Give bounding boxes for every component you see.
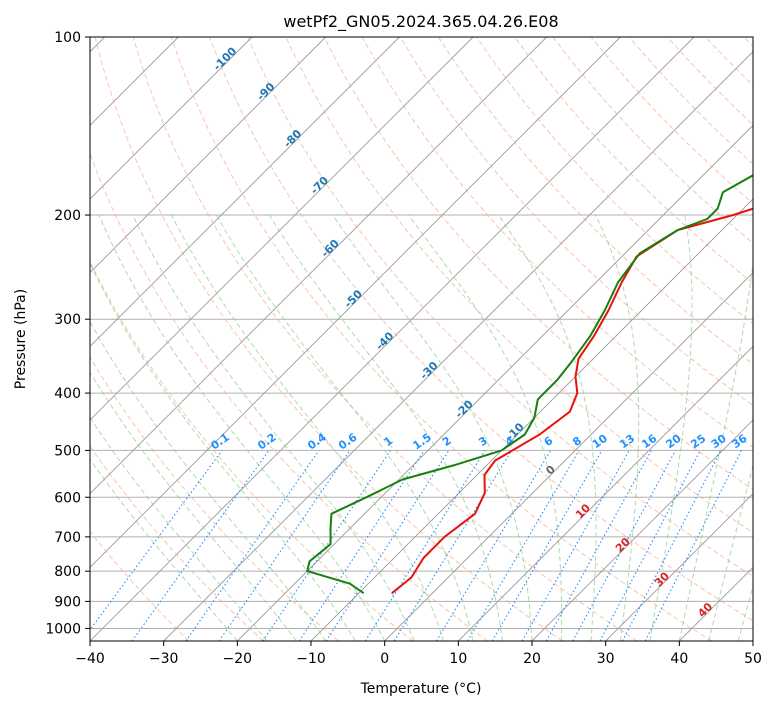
- x-tick-label: 10: [449, 651, 467, 667]
- moist-adiabat-line: [268, 214, 503, 641]
- y-tick-label: 400: [54, 386, 81, 402]
- dry-adiabat-line: [132, 37, 638, 641]
- dry-adiabat-line: [437, 37, 753, 365]
- x-tick-label: 20: [523, 651, 541, 667]
- moist-adiabat-line: [708, 464, 753, 641]
- x-axis-ticks: −40 −30 −20 −10 0 10 20 30 40 50: [75, 641, 762, 667]
- x-tick-label: −40: [75, 651, 105, 667]
- plot-frame: [89, 36, 754, 642]
- x-tick-label: −10: [296, 651, 326, 667]
- plot-area: -100-90-80-70-60-50-40-30-20-10010203040…: [90, 37, 753, 641]
- mixing-ratio-line: [131, 450, 270, 641]
- temperature-profile-line: [391, 207, 753, 594]
- moist-adiabat-line: [408, 214, 563, 641]
- mixing-ratio-line: [467, 450, 580, 641]
- y-tick-label: 1000: [45, 621, 81, 637]
- isotherm-line: [90, 37, 547, 495]
- sounding-profiles: [306, 174, 753, 594]
- mixing-ratio-line: [435, 450, 552, 641]
- isotherm-line: [384, 272, 753, 641]
- isotherm-line: [90, 37, 400, 347]
- pressure-grid: [90, 37, 753, 629]
- dry-adiabat-line: [90, 356, 339, 641]
- x-axis-label: Temperature (°C): [360, 681, 482, 697]
- y-tick-label: 600: [54, 490, 81, 506]
- moist-adiabat-line: [90, 262, 356, 641]
- moist-adiabat-line: [98, 214, 386, 641]
- mixing-ratio-line: [521, 450, 630, 641]
- dry-adiabat-line: [90, 530, 190, 641]
- dry-adiabat-line: [170, 37, 712, 641]
- dry-adiabats: [90, 37, 753, 641]
- y-tick-label: 800: [54, 564, 81, 580]
- mixing-ratio-line: [218, 450, 351, 641]
- isotherm-line: [90, 37, 253, 200]
- moist-adiabat-line: [497, 214, 597, 641]
- x-tick-label: −30: [149, 651, 179, 667]
- mixing-ratio-line: [393, 450, 513, 641]
- isotherm-line: [605, 493, 753, 641]
- isotherm-line: [531, 419, 753, 641]
- dry-adiabat-line: [399, 37, 753, 407]
- y-tick-label: 300: [54, 312, 81, 328]
- isotherm-line: [163, 51, 753, 641]
- moist-adiabat-line: [90, 458, 238, 641]
- dry-adiabat-line: [94, 37, 563, 641]
- dry-adiabat-line: [90, 152, 488, 641]
- mixing-ratio-lines: [90, 450, 742, 641]
- chart-title: wetPf2_GN05.2024.365.04.26.E08: [283, 12, 558, 32]
- y-tick-label: 100: [54, 30, 81, 46]
- moist-adiabat-line: [171, 214, 445, 641]
- y-axis-label: Pressure (hPa): [13, 289, 29, 389]
- moist-adiabat-line: [90, 416, 268, 641]
- moist-adiabat-line: [678, 258, 753, 641]
- moist-adiabat-line: [90, 320, 327, 641]
- x-tick-label: 0: [380, 651, 389, 667]
- isotherm-line: [90, 37, 695, 641]
- mixing-ratio-line: [572, 450, 676, 641]
- isotherm-line: [458, 345, 753, 641]
- y-tick-label: 700: [54, 530, 81, 546]
- x-tick-label: 50: [744, 651, 762, 667]
- dry-adiabat-line: [514, 37, 753, 284]
- dry-adiabat-line: [90, 445, 264, 641]
- isotherm-line: [237, 124, 753, 641]
- mixing-ratio-line: [545, 450, 652, 641]
- mixing-ratio-line: [325, 450, 450, 641]
- moist-adiabats: [90, 214, 753, 641]
- moist-adiabat-line: [132, 214, 415, 641]
- y-tick-label: 500: [54, 443, 81, 459]
- dry-adiabat-line: [90, 260, 414, 641]
- isotherm-line: [90, 37, 474, 421]
- dry-adiabat-line: [209, 37, 753, 622]
- isotherm-line: [90, 37, 621, 568]
- dry-adiabat-line: [323, 37, 753, 491]
- moist-adiabat-line: [594, 214, 640, 641]
- isotherm-line: [90, 37, 326, 274]
- mixing-ratio-line: [90, 450, 223, 631]
- y-axis-ticks: 100 200 300 400 500 600 700 800 900 1000: [45, 30, 90, 637]
- dry-adiabat-line: [247, 37, 753, 577]
- mixing-ratio-line: [185, 450, 320, 641]
- moist-adiabat-line: [649, 214, 693, 641]
- dewpoint-profile-line: [306, 174, 753, 594]
- x-tick-label: 40: [670, 651, 688, 667]
- mixing-ratio-line: [491, 450, 603, 641]
- moist-adiabat-line: [90, 371, 297, 641]
- isotherm-lines: [90, 37, 753, 641]
- y-tick-label: 200: [54, 208, 81, 224]
- x-tick-label: 30: [597, 651, 615, 667]
- mixing-ratio-line: [364, 450, 486, 641]
- x-tick-label: −20: [223, 651, 253, 667]
- y-tick-label: 900: [54, 594, 81, 610]
